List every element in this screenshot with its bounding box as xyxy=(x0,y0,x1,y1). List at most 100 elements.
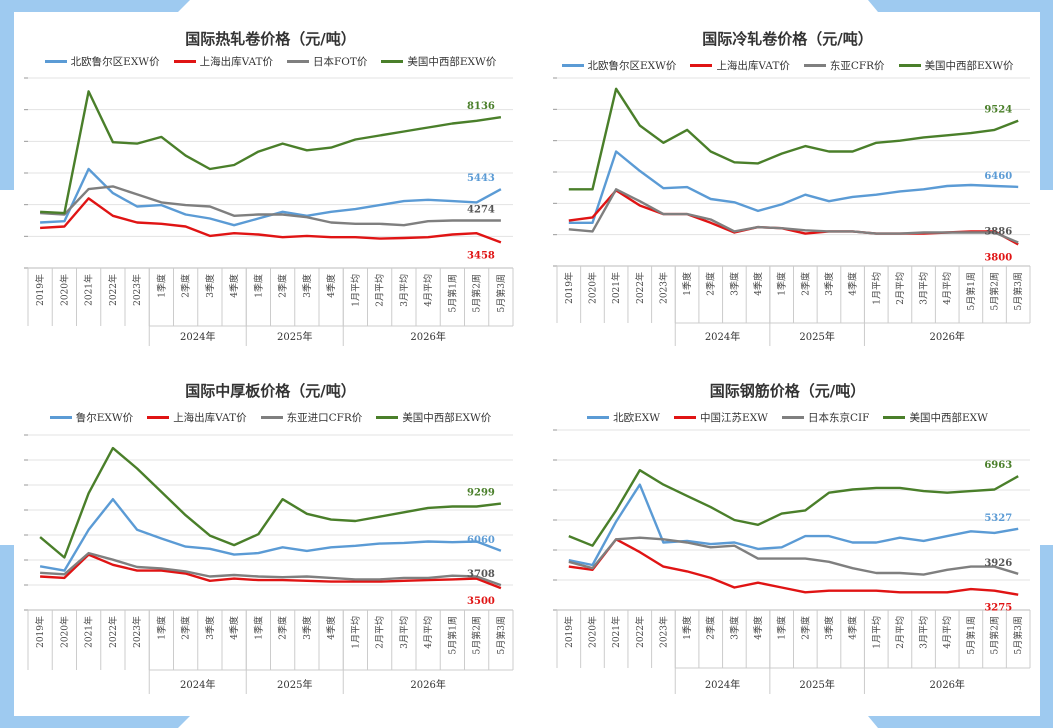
x-group-label: 2025年 xyxy=(277,678,312,691)
x-tick-label: 2020年 xyxy=(586,272,598,304)
x-tick-label: 2019年 xyxy=(563,616,575,648)
legend-item: 北欧鲁尔区EXW价 xyxy=(561,58,676,73)
x-tick-label: 2月平均 xyxy=(374,274,386,307)
x-tick-label: 2月平均 xyxy=(894,272,906,305)
series-end-label: 3926 xyxy=(984,558,1012,569)
x-tick-label: 2020年 xyxy=(586,616,598,648)
legend-label: 日本东京CIF xyxy=(807,412,870,424)
legend-swatch xyxy=(781,416,804,419)
series-line-1 xyxy=(568,483,1019,567)
x-group-label: 2024年 xyxy=(705,330,740,343)
rebar-line-chart: 2019年 2020年 2021年 2022年 2023年 1季度 2季度 3季度 4季度 1季度… xyxy=(553,429,1031,694)
chart-legend: 北欧EXW 中国江苏EXW 日本东京CIF 美国中西部EXW xyxy=(535,410,1040,425)
legend-label: 北欧鲁尔区EXW价 xyxy=(70,56,160,68)
x-tick-label: 1季度 xyxy=(252,274,264,298)
x-tick-label: 5月第2周 xyxy=(989,272,1001,310)
x-tick-label: 4季度 xyxy=(847,272,859,296)
x-tick-label: 3季度 xyxy=(728,616,740,640)
chart-legend: 鲁尔EXW价 上海出库VAT价 东亚进口CFR价 美国中西部EXW价 xyxy=(18,410,523,425)
legend-item: 东亚CFR价 xyxy=(803,58,885,73)
legend-swatch xyxy=(587,416,610,419)
heavy-plate-chart-panel: 国际中厚板价格（元/吨） 鲁尔EXW价 上海出库VAT价 东亚进口CFR价 美国中西部… xyxy=(18,370,523,710)
legend-swatch xyxy=(690,64,713,67)
x-tick-label: 4月平均 xyxy=(941,616,953,649)
series-line-3 xyxy=(568,536,1019,576)
legend-label: 东亚进口CFR价 xyxy=(286,412,363,424)
series-line-2 xyxy=(40,553,502,590)
x-tick-label: 3月平均 xyxy=(398,274,410,307)
x-tick-label: 2023年 xyxy=(131,616,143,648)
legend-item: 日本东京CIF xyxy=(781,410,870,425)
series-end-label: 6460 xyxy=(984,171,1012,182)
x-tick-label: 2022年 xyxy=(634,272,646,304)
x-tick-label: 1季度 xyxy=(776,272,788,296)
x-group-label: 2024年 xyxy=(180,678,215,691)
series-line-3 xyxy=(40,551,502,587)
legend-item: 美国中西部EXW价 xyxy=(376,410,491,425)
series-end-label: 3800 xyxy=(984,252,1012,263)
legend-swatch xyxy=(286,60,309,63)
x-tick-label: 5月第3周 xyxy=(495,274,507,312)
legend-item: 上海出库VAT价 xyxy=(173,54,273,69)
series-line-3 xyxy=(568,188,1019,244)
x-group-label: 2025年 xyxy=(277,330,312,343)
x-tick-label: 3季度 xyxy=(204,616,216,640)
chart-title: 国际钢筋价格（元/吨） xyxy=(709,382,866,400)
x-group-label: 2025年 xyxy=(799,678,834,691)
x-tick-label: 5月第2周 xyxy=(989,616,1001,654)
x-tick-label: 4季度 xyxy=(228,274,240,298)
legend-swatch xyxy=(147,416,170,419)
x-tick-label: 1季度 xyxy=(252,616,264,640)
hot-rolled-line-chart: 2019年 2020年 2021年 2022年 2023年 1季度 2季度 3季度 4季度 1季度… xyxy=(24,77,514,346)
legend-swatch xyxy=(883,416,906,419)
rebar-chart-panel: 国际钢筋价格（元/吨） 北欧EXW 中国江苏EXW 日本东京CIF 美国中西部EXW … xyxy=(535,370,1040,710)
x-tick-label: 3季度 xyxy=(728,272,740,296)
x-tick-label: 2023年 xyxy=(131,274,143,306)
legend-item: 美国中西部EXW价 xyxy=(898,58,1014,73)
x-tick-label: 2季度 xyxy=(799,616,811,640)
x-tick-label: 5月第1周 xyxy=(446,274,458,312)
legend-label: 鲁尔EXW价 xyxy=(75,412,134,424)
x-tick-label: 4季度 xyxy=(847,616,859,640)
legend-label: 上海出库VAT价 xyxy=(716,60,790,72)
x-tick-label: 5月第3周 xyxy=(1012,616,1024,654)
x-tick-label: 5月第2周 xyxy=(471,274,483,312)
legend-swatch xyxy=(376,416,399,419)
legend-item: 美国中西部EXW价 xyxy=(381,54,496,69)
x-tick-label: 3季度 xyxy=(301,616,313,640)
legend-swatch xyxy=(381,60,404,63)
chart-title: 国际冷轧卷价格（元/吨） xyxy=(702,30,873,48)
x-tick-label: 4季度 xyxy=(752,616,764,640)
series-end-label: 5443 xyxy=(467,173,495,184)
series-end-label: 3458 xyxy=(467,250,495,261)
series-end-label: 6963 xyxy=(984,460,1012,471)
x-tick-label: 1月平均 xyxy=(870,272,882,305)
legend-swatch xyxy=(803,64,826,67)
x-tick-label: 2022年 xyxy=(107,274,119,306)
x-tick-label: 1季度 xyxy=(155,274,167,298)
x-tick-label: 2021年 xyxy=(610,272,622,304)
x-tick-label: 2季度 xyxy=(180,616,192,640)
x-tick-label: 2019年 xyxy=(34,274,46,306)
cold-rolled-chart-panel: 国际冷轧卷价格（元/吨） 北欧鲁尔区EXW价 上海出库VAT价 东亚CFR价 美国中西… xyxy=(535,18,1040,358)
series-line-2 xyxy=(40,197,502,244)
x-tick-label: 2季度 xyxy=(705,616,717,640)
series-end-label: 3500 xyxy=(467,596,495,607)
x-tick-label: 4月平均 xyxy=(422,616,434,649)
legend-swatch xyxy=(260,416,283,419)
legend-item: 北欧EXW xyxy=(587,410,660,425)
x-tick-label: 2季度 xyxy=(705,272,717,296)
x-tick-label: 2月平均 xyxy=(374,616,386,649)
legend-item: 北欧鲁尔区EXW价 xyxy=(44,54,160,69)
x-tick-label: 1季度 xyxy=(681,616,693,640)
x-tick-label: 2019年 xyxy=(34,616,46,648)
series-line-1 xyxy=(39,497,502,572)
x-tick-label: 2季度 xyxy=(277,616,289,640)
x-tick-label: 1季度 xyxy=(776,616,788,640)
x-tick-label: 2019年 xyxy=(563,272,575,304)
x-tick-label: 5月第1周 xyxy=(965,272,977,310)
legend-item: 中国江苏EXW xyxy=(674,410,768,425)
x-tick-label: 5月第3周 xyxy=(495,616,507,654)
x-tick-label: 2022年 xyxy=(634,616,646,648)
series-line-4 xyxy=(39,446,502,559)
